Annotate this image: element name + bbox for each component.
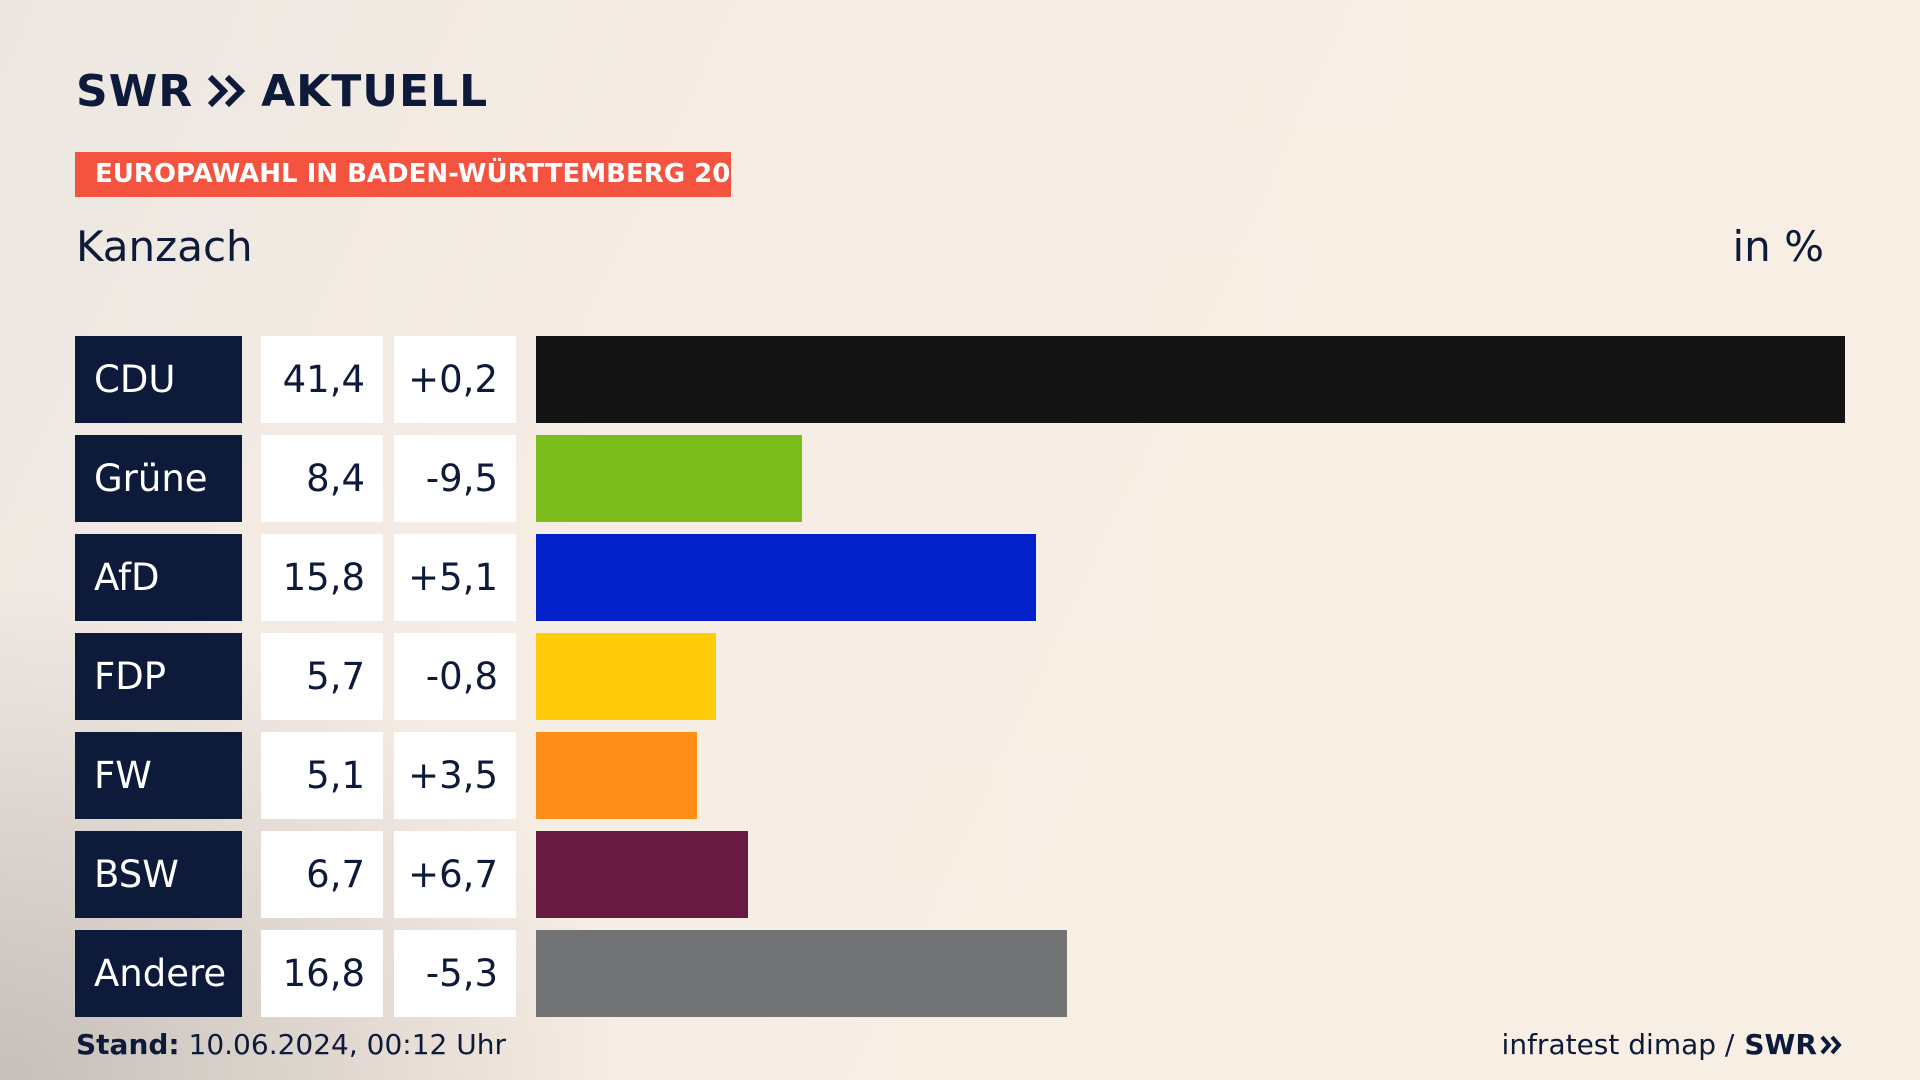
result-bar — [536, 930, 1067, 1017]
party-label: FW — [75, 732, 242, 819]
party-label: Andere — [75, 930, 242, 1017]
double-chevron-icon — [207, 74, 247, 108]
result-bar — [536, 534, 1036, 621]
mini-double-chevron-icon — [1820, 1035, 1842, 1054]
logo-aktuell-text: AKTUELL — [261, 65, 489, 117]
election-badge: EUROPAWAHL IN BADEN-WÜRTTEMBERG 2024 — [75, 152, 731, 197]
vote-share-value: 6,7 — [261, 831, 383, 918]
party-label: AfD — [75, 534, 242, 621]
place-title: Kanzach — [76, 222, 253, 271]
result-row: FDP 5,7 -0,8 — [75, 633, 1845, 720]
result-bar — [536, 732, 697, 819]
vote-share-value: 5,1 — [261, 732, 383, 819]
result-bar — [536, 633, 716, 720]
result-row: FW 5,1 +3,5 — [75, 732, 1845, 819]
stand-label: Stand: — [76, 1028, 180, 1061]
result-bar — [536, 831, 748, 918]
vote-change-value: +0,2 — [394, 336, 516, 423]
result-row: Grüne 8,4 -9,5 — [75, 435, 1845, 522]
footer-timestamp: Stand: 10.06.2024, 00:12 Uhr — [76, 1028, 506, 1061]
vote-share-value: 15,8 — [261, 534, 383, 621]
swr-aktuell-logo: SWR AKTUELL — [76, 65, 489, 117]
vote-change-value: -0,8 — [394, 633, 516, 720]
result-bar — [536, 336, 1845, 423]
party-label: BSW — [75, 831, 242, 918]
stand-value: 10.06.2024, 00:12 Uhr — [188, 1028, 506, 1061]
vote-change-value: -9,5 — [394, 435, 516, 522]
vote-share-value: 16,8 — [261, 930, 383, 1017]
vote-share-value: 8,4 — [261, 435, 383, 522]
swr-mini-text: SWR — [1744, 1028, 1817, 1061]
logo-swr-text: SWR — [76, 65, 194, 117]
result-row: Andere 16,8 -5,3 — [75, 930, 1845, 1017]
swr-mini-logo: SWR — [1744, 1028, 1844, 1061]
party-label: CDU — [75, 336, 242, 423]
result-row: BSW 6,7 +6,7 — [75, 831, 1845, 918]
party-label: FDP — [75, 633, 242, 720]
vote-change-value: -5,3 — [394, 930, 516, 1017]
party-label: Grüne — [75, 435, 242, 522]
vote-change-value: +3,5 — [394, 732, 516, 819]
result-bar — [536, 435, 802, 522]
vote-share-value: 41,4 — [261, 336, 383, 423]
unit-label: in % — [1732, 222, 1824, 271]
source-text: infratest dimap / — [1501, 1028, 1735, 1061]
result-row: CDU 41,4 +0,2 — [75, 336, 1845, 423]
vote-change-value: +5,1 — [394, 534, 516, 621]
footer-source: infratest dimap / SWR — [1502, 1028, 1844, 1061]
vote-change-value: +6,7 — [394, 831, 516, 918]
vote-share-value: 5,7 — [261, 633, 383, 720]
result-row: AfD 15,8 +5,1 — [75, 534, 1845, 621]
